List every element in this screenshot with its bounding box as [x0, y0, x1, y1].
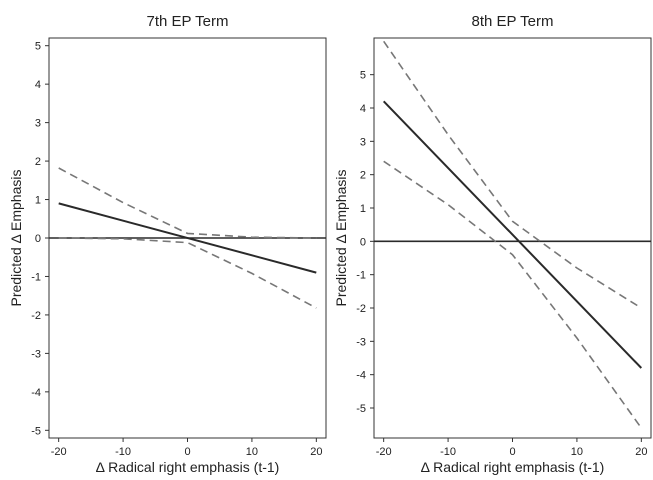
y-tick-label: 4 [35, 79, 41, 91]
plot-frame [373, 37, 652, 439]
predicted-effect-line [382, 100, 643, 369]
y-tick-label: 5 [360, 70, 366, 82]
x-tick-label: 0 [184, 446, 190, 458]
y-tick-label: 5 [35, 41, 41, 53]
y-tick-label: -3 [356, 336, 366, 348]
x-tick-label: 0 [509, 446, 515, 458]
y-tick-label: -4 [31, 387, 41, 399]
upper-confidence-line [383, 40, 642, 309]
y-tick-label: -2 [356, 303, 366, 315]
y-tick-label: 3 [360, 136, 366, 148]
y-tick-label: -1 [356, 270, 366, 282]
y-tick-label: -5 [356, 403, 366, 415]
x-tick-label: 20 [310, 446, 322, 458]
y-tick-label: -4 [356, 370, 366, 382]
y-tick-label: -5 [31, 425, 41, 437]
upper-confidence-line [58, 167, 317, 239]
x-tick-label: 10 [246, 446, 258, 458]
lower-confidence-line [58, 237, 317, 309]
x-axis-label: Δ Radical right emphasis (t-1) [421, 459, 605, 475]
y-tick-label: -3 [31, 348, 41, 360]
lower-confidence-line [383, 160, 642, 429]
x-tick-label: -20 [51, 446, 67, 458]
y-tick-label: 1 [35, 195, 41, 207]
y-tick-label: 2 [35, 156, 41, 168]
x-tick-label: -20 [376, 446, 392, 458]
y-tick-label: 2 [360, 170, 366, 182]
x-axis-label: Δ Radical right emphasis (t-1) [96, 459, 280, 475]
x-tick-label: 10 [571, 446, 583, 458]
y-tick-label: 1 [360, 203, 366, 215]
chart-title: 8th EP Term [472, 13, 554, 30]
y-axis-label: Predicted Δ Emphasis [333, 170, 349, 307]
predicted-effect-line [58, 202, 317, 274]
y-tick-label: 3 [35, 118, 41, 130]
y-axis-label: Predicted Δ Emphasis [8, 170, 24, 307]
x-tick-label: 20 [635, 446, 647, 458]
chart-title: 7th EP Term [147, 13, 229, 30]
y-tick-label: 0 [35, 233, 41, 245]
y-tick-label: -1 [31, 271, 41, 283]
y-tick-label: 0 [360, 236, 366, 248]
x-tick-label: -10 [115, 446, 131, 458]
y-tick-label: 4 [360, 103, 366, 115]
y-tick-label: -2 [31, 310, 41, 322]
x-tick-label: -10 [440, 446, 456, 458]
